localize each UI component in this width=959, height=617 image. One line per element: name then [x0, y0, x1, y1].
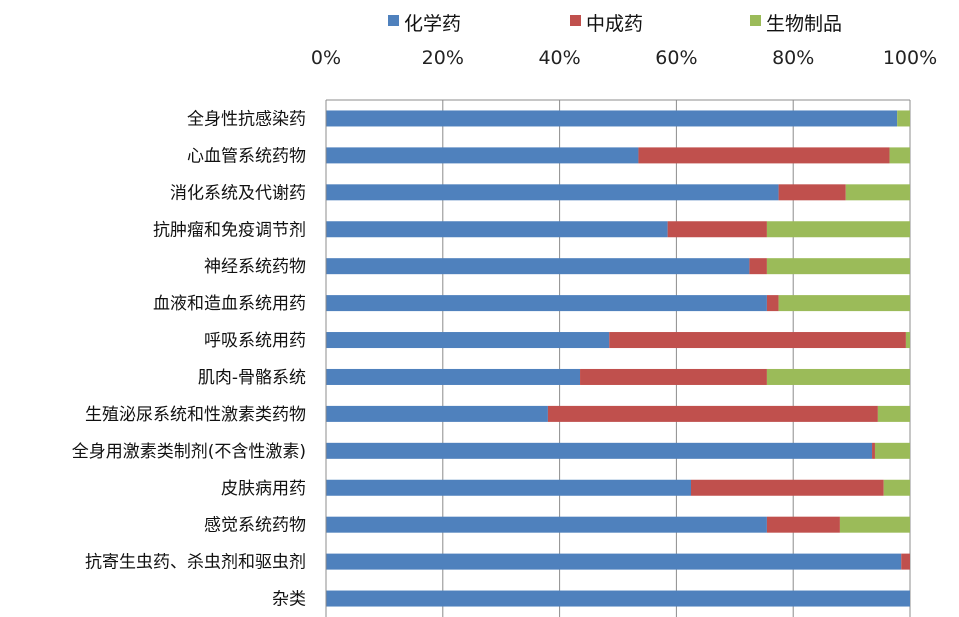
x-tick-label: 80% [772, 47, 814, 69]
x-tick-label: 100% [883, 47, 937, 69]
bar-segment [609, 332, 906, 349]
category-label: 杂类 [272, 590, 306, 610]
bar-segment [839, 516, 910, 533]
bar-segment [883, 479, 910, 496]
legend-label: 化学药 [404, 13, 461, 35]
bar-segment [326, 147, 639, 164]
bar-segment [326, 442, 873, 459]
bar-segment [326, 479, 691, 496]
bar-segment [326, 590, 910, 607]
bars [326, 110, 910, 607]
bar-segment [874, 442, 910, 459]
legend-swatch [570, 15, 581, 26]
category-label: 抗肿瘤和免疫调节剂 [153, 220, 306, 240]
gridlines [325, 100, 911, 617]
category-label: 生殖泌尿系统和性激素类药物 [85, 405, 306, 425]
legend-swatch [750, 15, 761, 26]
bar-segment [326, 110, 898, 127]
bar-segment [326, 368, 581, 385]
bar-segment [326, 405, 548, 422]
category-label: 感觉系统药物 [204, 516, 306, 536]
bar-segment [326, 184, 779, 201]
legend-label: 中成药 [586, 13, 643, 35]
legend-label: 生物制品 [766, 13, 842, 35]
bar-segment [547, 405, 878, 422]
bar-segment [326, 258, 750, 275]
bar-segment [778, 295, 910, 312]
x-tick-label: 20% [422, 47, 464, 69]
bar-segment [326, 553, 902, 570]
category-label: 全身用激素类制剂(不含性激素) [72, 442, 306, 462]
x-tick-label: 60% [655, 47, 697, 69]
bar-segment [845, 184, 910, 201]
bar-segment [326, 516, 767, 533]
x-axis-tick-labels: 0% 20% 40% 60% 80% 100% [311, 47, 937, 69]
bar-segment [667, 221, 767, 238]
legend-entry: 生物制品 [750, 13, 842, 35]
bar-segment [749, 258, 767, 275]
category-label: 肌肉-骨骼系统 [198, 368, 306, 388]
category-label: 抗寄生虫药、杀虫剂和驱虫剂 [85, 553, 306, 573]
category-label: 全身性抗感染药 [187, 109, 306, 129]
bar-segment [326, 221, 668, 238]
bar-segment [326, 295, 767, 312]
bar-segment [897, 110, 910, 127]
bar-segment [766, 295, 779, 312]
legend: 化学药 中成药 生物制品 [388, 13, 842, 35]
legend-swatch [388, 15, 399, 26]
bar-segment [877, 405, 910, 422]
bar-segment [326, 332, 610, 349]
bar-segment [766, 368, 910, 385]
bar-segment [872, 442, 875, 459]
bar-segment [766, 516, 840, 533]
bar-segment [580, 368, 767, 385]
legend-entry: 中成药 [570, 13, 643, 35]
bar-segment [766, 221, 910, 238]
category-label: 呼吸系统用药 [204, 331, 306, 351]
bar-segment [778, 184, 846, 201]
category-labels: 全身性抗感染药心血管系统药物消化系统及代谢药抗肿瘤和免疫调节剂神经系统药物血液和… [72, 109, 306, 609]
bar-segment [905, 332, 910, 349]
category-label: 消化系统及代谢药 [170, 183, 306, 203]
bar-segment [638, 147, 890, 164]
bar-segment [766, 258, 910, 275]
bar-segment [901, 553, 910, 570]
x-tick-label: 0% [311, 47, 341, 69]
category-label: 神经系统药物 [204, 257, 306, 277]
plot-frame [325, 99, 910, 617]
x-tick-label: 40% [538, 47, 580, 69]
category-label: 皮肤病用药 [221, 479, 306, 499]
legend-entry: 化学药 [388, 13, 461, 35]
bar-segment [889, 147, 910, 164]
bar-segment [691, 479, 884, 496]
category-label: 血液和造血系统用药 [153, 294, 306, 314]
category-label: 心血管系统药物 [187, 146, 306, 166]
